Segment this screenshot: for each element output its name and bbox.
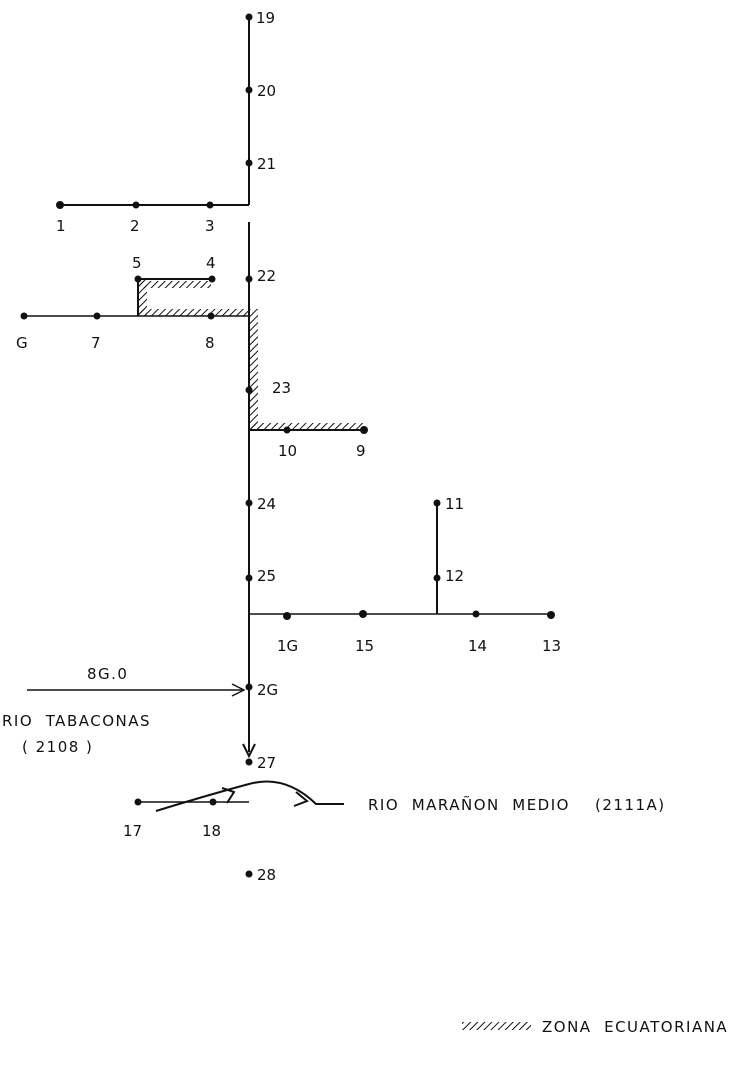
- node-21: [245, 159, 253, 167]
- label-7: 7: [91, 334, 101, 352]
- node-4: [208, 275, 216, 283]
- label-26: 2G: [257, 681, 278, 699]
- label-10: 10: [278, 442, 297, 460]
- node-16: [283, 612, 291, 620]
- hatch-branch-9: [250, 423, 363, 430]
- outflow-arrowhead-left: [221, 787, 236, 804]
- node-9: [360, 426, 368, 434]
- hatch-branch-8: [139, 309, 249, 316]
- label-25: 25: [257, 567, 276, 585]
- inflow-river-name: RIO TABACONAS: [2, 712, 151, 730]
- label-9: 9: [356, 442, 366, 460]
- node-7: [93, 312, 101, 320]
- label-5: 5: [132, 254, 142, 272]
- node-23: [245, 386, 253, 394]
- label-16: 1G: [277, 637, 298, 655]
- label-19: 19: [256, 9, 275, 27]
- label-28: 28: [257, 866, 276, 884]
- inflow-arrowhead: [231, 683, 246, 697]
- label-1: 1: [56, 217, 66, 235]
- node-8: [207, 312, 215, 320]
- node-10: [283, 426, 291, 434]
- node-15: [359, 610, 367, 618]
- outflow-curve: [155, 780, 344, 812]
- label-22: 22: [257, 267, 276, 285]
- label-12: 12: [445, 567, 464, 585]
- node-11: [433, 499, 441, 507]
- hatch-5-vertical: [139, 280, 147, 316]
- outflow-arrowhead-right: [293, 791, 309, 807]
- label-27: 27: [257, 754, 276, 772]
- label-21: 21: [257, 155, 276, 173]
- outflow-river-label: RIO MARAÑON MEDIO (2111A): [368, 795, 666, 814]
- label-6: G: [16, 334, 28, 352]
- legend-hatch-swatch: [462, 1022, 531, 1030]
- label-14: 14: [468, 637, 487, 655]
- main-stem-arrowhead: [242, 743, 256, 759]
- label-8: 8: [205, 334, 215, 352]
- node-17: [134, 798, 142, 806]
- label-11: 11: [445, 495, 464, 513]
- legend-label: ZONA ECUATORIANA: [542, 1018, 728, 1036]
- nodes: [20, 13, 555, 878]
- node-26: [245, 683, 253, 691]
- label-17: 17: [123, 822, 142, 840]
- label-13: 13: [542, 637, 561, 655]
- node-3: [206, 201, 214, 209]
- hatch-main-stem: [250, 309, 258, 430]
- hatch-5-4: [139, 281, 211, 288]
- label-23: 23: [272, 379, 291, 397]
- label-4: 4: [206, 254, 216, 272]
- node-6: [20, 312, 28, 320]
- node-22: [245, 275, 253, 283]
- label-18: 18: [202, 822, 221, 840]
- node-1: [56, 201, 64, 209]
- label-20: 20: [257, 82, 276, 100]
- node-24: [245, 499, 253, 507]
- node-28: [245, 870, 253, 878]
- node-20: [245, 86, 253, 94]
- node-2: [132, 201, 140, 209]
- label-15: 15: [355, 637, 374, 655]
- node-25: [245, 574, 253, 582]
- node-19: [245, 13, 253, 21]
- node-5: [134, 275, 142, 283]
- label-24: 24: [257, 495, 276, 513]
- inflow-value: 8G.0: [87, 665, 128, 683]
- label-3: 3: [205, 217, 215, 235]
- inflow-river-code: ( 2108 ): [22, 738, 93, 756]
- node-18: [209, 798, 217, 806]
- node-13: [547, 611, 555, 619]
- node-labels: 19 20 21 1 2 3 5 4 22 G 7 8 23 10 9 24 1…: [16, 9, 561, 884]
- node-14: [472, 610, 480, 618]
- label-2: 2: [130, 217, 140, 235]
- node-27: [245, 758, 253, 766]
- node-12: [433, 574, 441, 582]
- hatched-zones: [139, 280, 363, 430]
